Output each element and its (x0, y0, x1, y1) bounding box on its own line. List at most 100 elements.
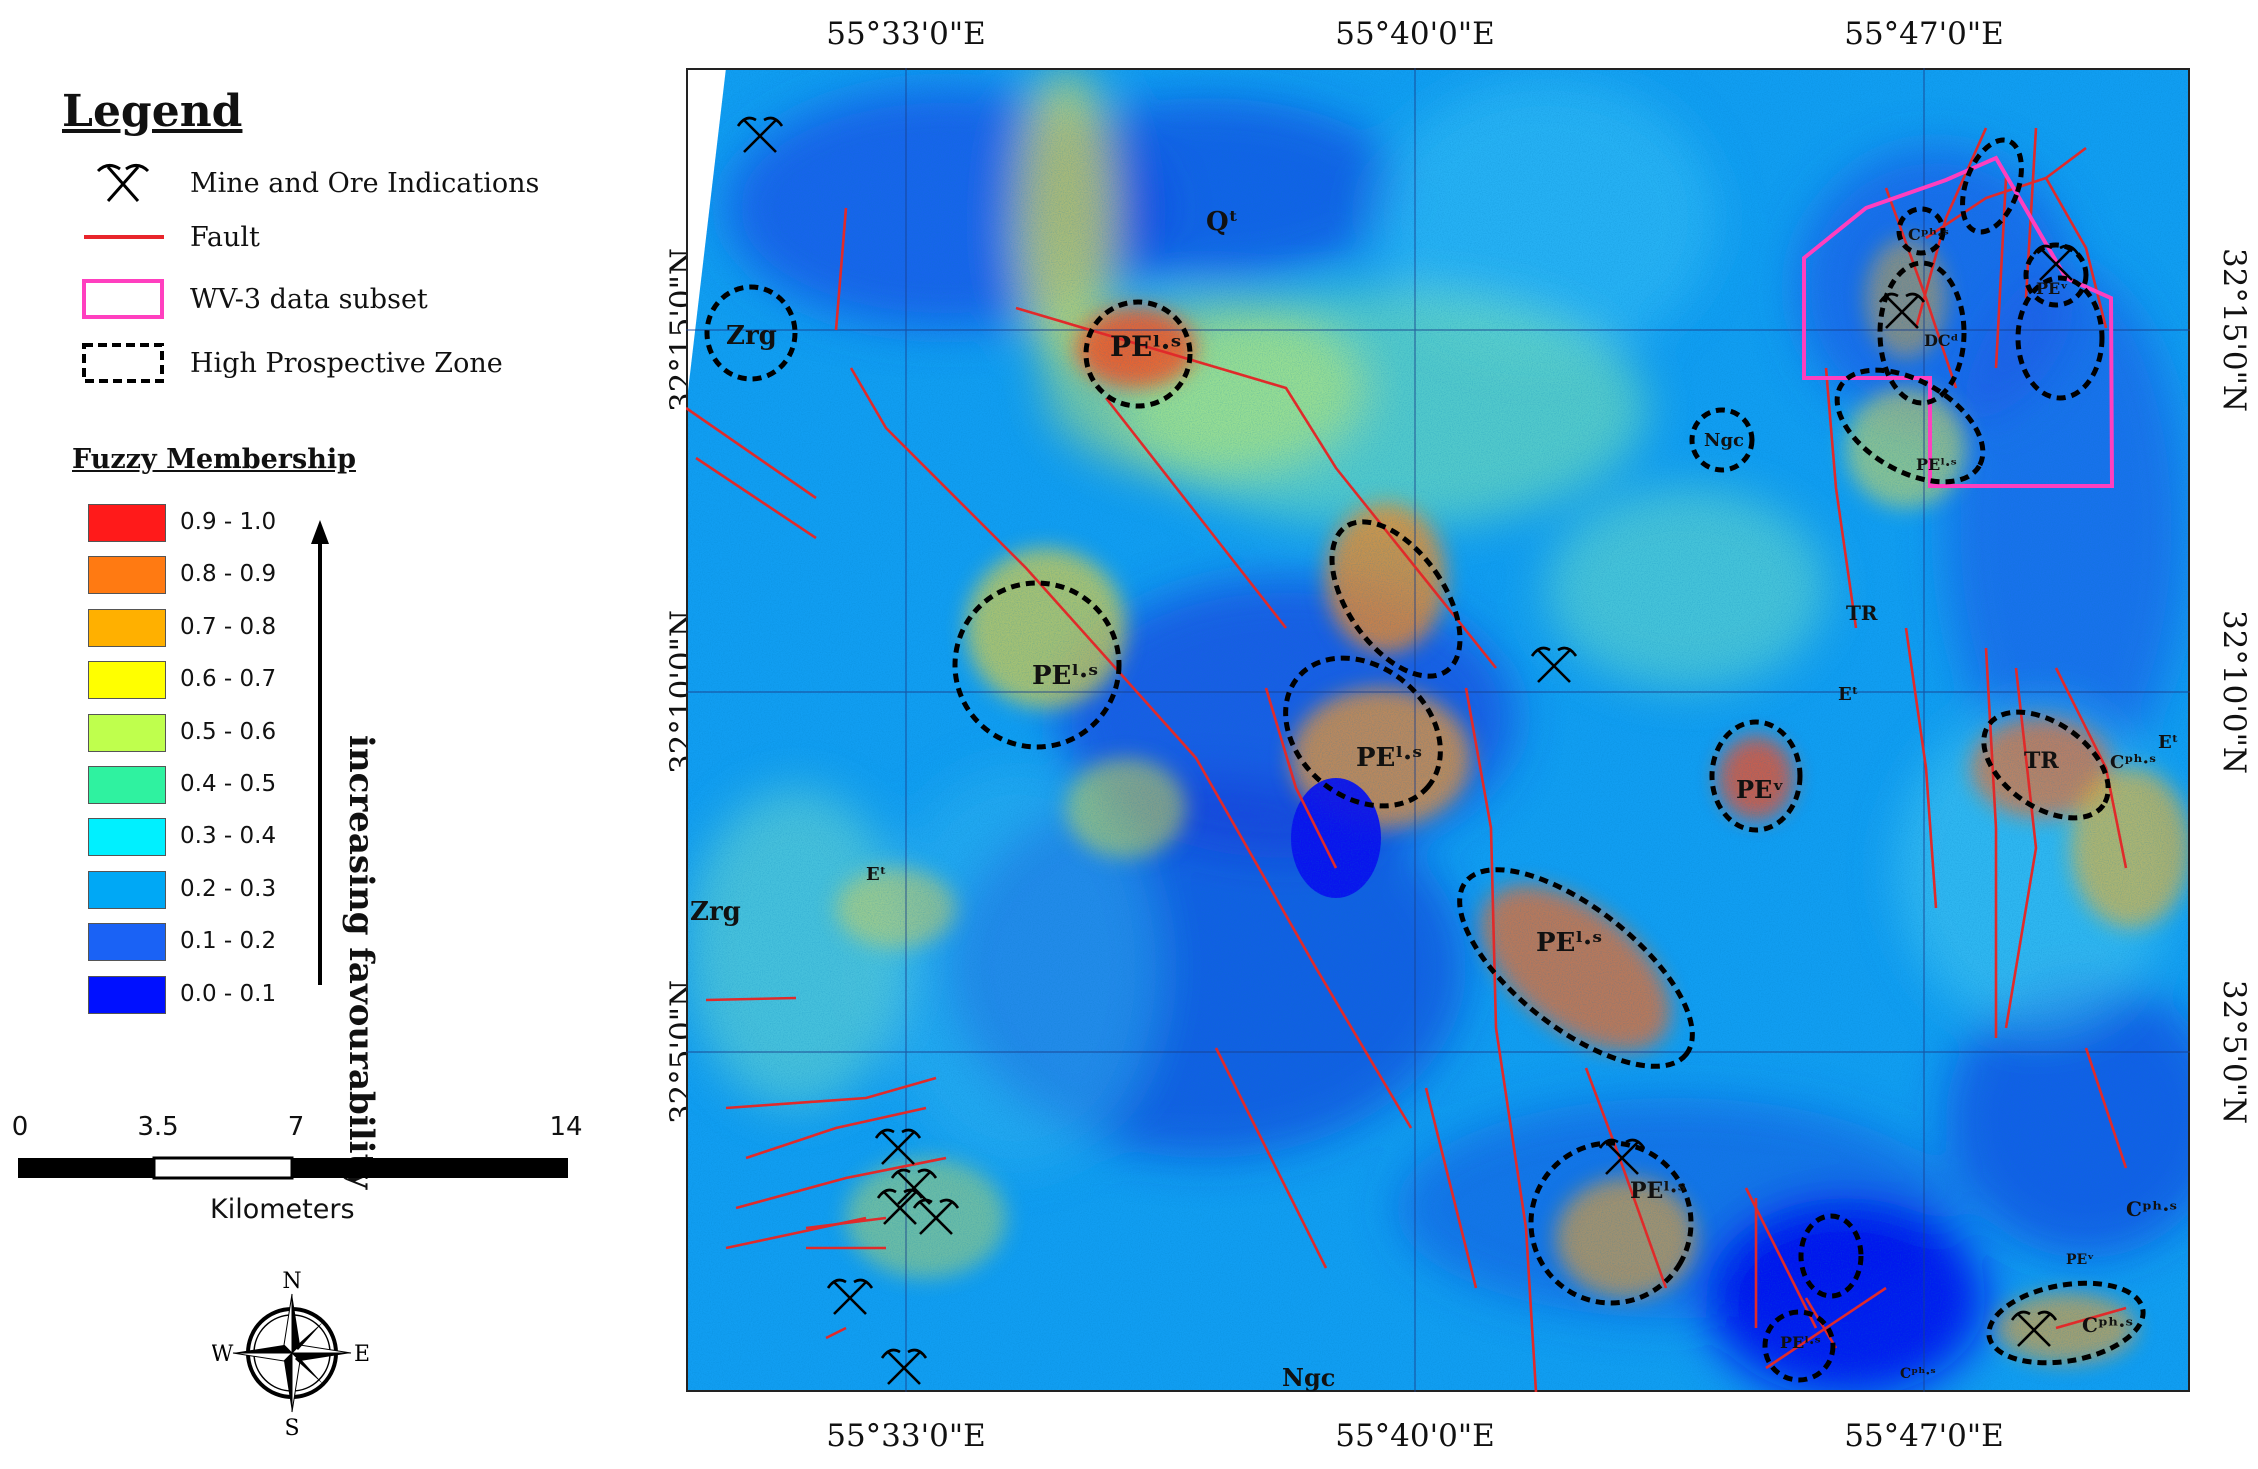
unit-label: Zrg (690, 897, 741, 927)
lat-label-right: 32°5'0"N (2216, 979, 2252, 1125)
fuzzy-swatch (88, 870, 166, 909)
fuzzy-class-label: 0.5 - 0.6 (180, 718, 277, 745)
mine-pickaxe-icon (2010, 1310, 2058, 1347)
mine-pickaxe-icon (880, 1348, 928, 1385)
fuzzy-class-label: 0.6 - 0.7 (180, 666, 277, 693)
scale-bar-segments (18, 1156, 568, 1180)
legend-item-fault: Fault (80, 212, 260, 262)
compass-rose-icon: N S E W (211, 1269, 370, 1441)
fuzzy-swatch (88, 608, 166, 647)
fuzzy-swatch (88, 818, 166, 857)
unit-label: Cᵖʰ·ˢ (1900, 1366, 1936, 1382)
east-label: E (354, 1342, 370, 1367)
unit-label: Eᵗ (866, 864, 886, 885)
unit-label: Cᵖʰ·ˢ (1908, 225, 1949, 244)
unit-label: TR (2024, 748, 2059, 774)
lat-label-right: 32°15'0"N (2216, 247, 2252, 413)
fuzzy-class-label: 0.4 - 0.5 (180, 771, 277, 797)
fuzzy-swatch (88, 923, 166, 962)
fuzzy-swatch (88, 713, 166, 752)
scale-bar: 0 3.5 7 14 (12, 1112, 583, 1218)
fault-lines (686, 127, 2128, 1392)
high-prospective-zones (704, 137, 2146, 1383)
unit-label: PEˡ·ˢ (1110, 330, 1181, 363)
unit-label: PEᵛ (1736, 775, 1784, 804)
south-label: S (284, 1416, 299, 1436)
fuzzy-prospectivity-map: Qᵗ Zrg PEˡ·ˢ Ngc Cᵖʰ·ˢ DCᵈ PEᵛ PEˡ·ˢ TR … (686, 68, 2190, 1392)
unit-label: Cᵖʰ·ˢ (2082, 1313, 2133, 1337)
unit-label: TR (1846, 601, 1878, 625)
scale-tick: 3.5 (137, 1112, 179, 1142)
legend-label-fault: Fault (190, 221, 260, 253)
legend-item-zone: High Prospective Zone (80, 338, 503, 388)
fuzzy-class-label: 0.9 - 1.0 (180, 509, 277, 535)
mine-pickaxe-icon (890, 1168, 938, 1205)
fuzzy-class-label: 0.1 - 0.2 (180, 928, 277, 955)
fuzzy-membership-title: Fuzzy Membership (72, 444, 356, 475)
fuzzy-class-label: 0.0 - 0.1 (180, 980, 277, 1007)
mine-pickaxe-icon (876, 1188, 924, 1225)
west-label: W (212, 1342, 234, 1367)
lon-label-bottom: 55°47'0"E (1844, 1418, 2004, 1454)
legend-title: Legend (62, 86, 243, 137)
north-label: N (282, 1270, 301, 1294)
fuzzy-class-label: 0.7 - 0.8 (180, 613, 277, 640)
mine-pickaxe-icon (2032, 244, 2080, 281)
lon-label-bottom: 55°40'0"E (1335, 1418, 1495, 1454)
scale-tick: 14 (549, 1112, 583, 1142)
fuzzy-swatch (88, 556, 166, 595)
unit-label: PEˡ·ˢ (1630, 1178, 1686, 1204)
mine-pickaxe-icon (736, 116, 784, 153)
unit-label: Ngc (1704, 430, 1744, 451)
unit-label: Cᵖʰ·ˢ (2126, 1197, 2177, 1221)
wv3-subset-symbol (82, 279, 164, 319)
legend-item-mine: Mine and Ore Indications (80, 158, 539, 208)
legend-label-zone: High Prospective Zone (190, 347, 503, 379)
fuzzy-class-label: 0.2 - 0.3 (180, 875, 277, 902)
fuzzy-class-label: 0.3 - 0.4 (180, 823, 277, 850)
wv3-data-subset (1802, 155, 2115, 488)
unit-label: DCᵈ (1924, 331, 1959, 350)
fuzzy-swatch (88, 766, 166, 804)
mine-pickaxe-icon (912, 1198, 960, 1235)
fuzzy-swatch (88, 975, 166, 1014)
north-arrow: N S E W (211, 1269, 372, 1441)
unit-label: PEᵛ (2066, 1252, 2094, 1268)
scale-tick: 7 (287, 1112, 305, 1142)
mine-pickaxe-icon (96, 164, 150, 202)
legend-item-wv3: WV-3 data subset (80, 274, 428, 324)
lon-label-top: 55°33'0"E (826, 16, 986, 52)
scale-tick: 0 (11, 1112, 29, 1142)
unit-label: Zrg (726, 321, 777, 351)
mine-pickaxe-icon (826, 1278, 874, 1315)
unit-label: PEᵛ (2036, 279, 2068, 298)
unit-label: Eᵗ (2158, 732, 2178, 753)
scale-unit: Kilometers (210, 1194, 355, 1225)
lon-label-bottom: 55°33'0"E (826, 1418, 986, 1454)
unit-label: Eᵗ (1838, 684, 1858, 705)
unit-label: Cᵖʰ·ˢ (2110, 752, 2156, 773)
unit-label: Ngc (1282, 1363, 1335, 1392)
unit-label: PEˡ·ˢ (1780, 1333, 1821, 1352)
favourability-arrow (311, 520, 329, 985)
fault-line-symbol (84, 235, 164, 239)
fuzzy-swatch (88, 661, 166, 700)
mine-pickaxe-icon (1598, 1138, 1646, 1175)
mine-pickaxe-icon (1878, 292, 1926, 329)
legend-label-wv3: WV-3 data subset (190, 283, 428, 315)
mine-markers (736, 116, 2080, 1385)
geologic-unit-labels: Qᵗ Zrg PEˡ·ˢ Ngc Cᵖʰ·ˢ DCᵈ PEᵛ PEˡ·ˢ TR … (690, 207, 2178, 1392)
legend-label-mine: Mine and Ore Indications (190, 167, 540, 199)
unit-label: PEˡ·ˢ (1356, 743, 1422, 773)
unit-label: PEˡ·ˢ (1916, 455, 1957, 474)
unit-label: PEˡ·ˢ (1536, 928, 1602, 958)
unit-label: Qᵗ (1206, 207, 1238, 237)
lon-label-top: 55°40'0"E (1335, 16, 1495, 52)
lat-label-right: 32°10'0"N (2216, 609, 2252, 775)
unit-label: PEˡ·ˢ (1032, 661, 1098, 691)
prospective-zone-symbol (82, 343, 164, 383)
mine-pickaxe-icon (874, 1128, 922, 1165)
fuzzy-class-label: 0.8 - 0.9 (180, 561, 277, 588)
fuzzy-swatch (88, 504, 166, 542)
mine-pickaxe-icon (1530, 646, 1578, 683)
